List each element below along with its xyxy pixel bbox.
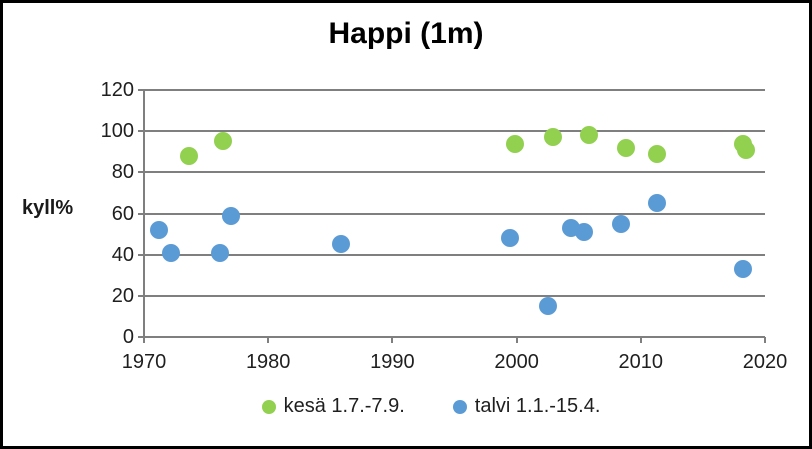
y-tick-label-120: 120 <box>100 79 134 101</box>
data-point-series1-10 <box>647 194 666 213</box>
gridline-y-20 <box>144 294 765 297</box>
y-tick-label-80: 80 <box>111 161 134 184</box>
data-point-series0-0 <box>179 146 198 165</box>
x-tick-label-1990: 1990 <box>370 351 415 373</box>
data-point-series0-6 <box>647 144 666 163</box>
x-tick-2020 <box>764 337 766 343</box>
data-point-series0-2 <box>506 134 525 153</box>
x-tick-label-1980: 1980 <box>245 351 291 373</box>
y-tick-label-20: 20 <box>111 284 134 307</box>
legend: kesä 1.7.-7.9. talvi 1.1.-15.4. <box>3 395 809 418</box>
data-point-series0-8 <box>737 140 756 159</box>
y-tick-100 <box>138 130 144 133</box>
x-tick-label-2000: 2000 <box>494 351 539 373</box>
y-tick-label-0: 0 <box>122 326 134 348</box>
winter-series-marker-icon <box>452 399 467 414</box>
x-tick-1990 <box>391 337 394 343</box>
data-point-series1-6 <box>538 297 557 316</box>
summer-series-marker-icon <box>261 399 276 414</box>
y-tick-20 <box>138 294 144 297</box>
x-tick-2010 <box>639 337 642 343</box>
data-point-series1-2 <box>210 243 229 262</box>
y-axis-line <box>143 90 145 339</box>
chart-title: Happi (1m) <box>328 17 484 50</box>
legend-label-winter: talvi 1.1.-15.4. <box>474 395 601 417</box>
data-point-series0-4 <box>579 126 598 145</box>
x-tick-label-2020: 2020 <box>742 351 788 373</box>
x-tick-label-2010: 2010 <box>618 351 664 373</box>
x-tick-1980 <box>267 337 270 343</box>
y-tick-label-60: 60 <box>111 202 134 225</box>
y-tick-120 <box>138 89 144 91</box>
gridline-y-80 <box>144 171 765 174</box>
x-tick-label-1970: 1970 <box>121 351 167 373</box>
gridline-y-100 <box>144 130 765 133</box>
y-tick-60 <box>138 212 144 215</box>
legend-label-summer: kesä 1.7.-7.9. <box>283 395 405 417</box>
data-point-series1-9 <box>611 214 630 233</box>
data-point-series0-5 <box>616 138 635 157</box>
data-point-series1-5 <box>501 229 520 248</box>
y-tick-80 <box>138 171 144 174</box>
y-axis-title: kyll% <box>22 197 74 219</box>
y-tick-0 <box>138 336 144 338</box>
data-point-series1-11 <box>733 260 752 279</box>
legend-item-winter: talvi 1.1.-15.4. <box>452 395 601 418</box>
legend-item-summer: kesä 1.7.-7.9. <box>261 395 405 418</box>
y-tick-label-100: 100 <box>100 120 134 143</box>
gridline-y-120 <box>144 89 765 91</box>
data-point-series1-1 <box>162 243 181 262</box>
data-point-series1-3 <box>221 206 240 225</box>
data-point-series0-1 <box>214 132 233 151</box>
data-point-series0-3 <box>543 128 562 147</box>
gridline-y-60 <box>144 212 765 215</box>
x-tick-1970 <box>143 337 145 343</box>
data-point-series1-0 <box>149 220 168 239</box>
y-tick-label-40: 40 <box>111 243 134 266</box>
data-point-series1-4 <box>332 235 351 254</box>
gridline-y-40 <box>144 253 765 256</box>
y-tick-40 <box>138 253 144 256</box>
x-tick-2000 <box>515 337 518 343</box>
gridline-y-0 <box>144 336 765 338</box>
data-point-series1-8 <box>574 223 593 242</box>
